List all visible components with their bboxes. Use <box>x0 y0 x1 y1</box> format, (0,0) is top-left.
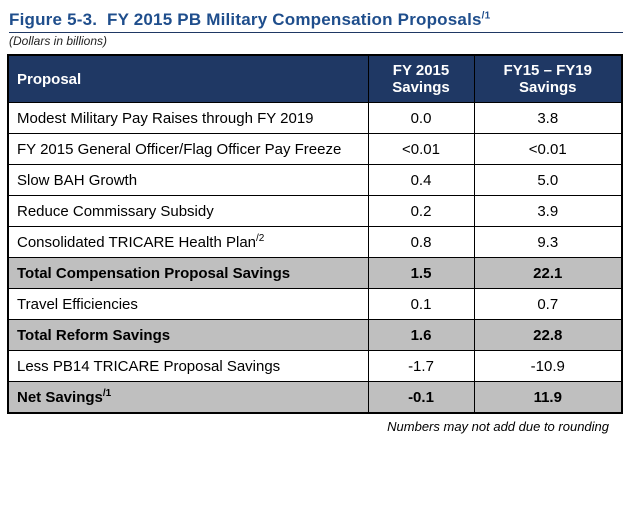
proposal-cell: Travel Efficiencies <box>7 288 369 320</box>
proposal-cell: Less PB14 TRICARE Proposal Savings <box>7 350 369 382</box>
fy15-fy19-savings-cell: 22.1 <box>473 257 623 289</box>
proposal-cell: Consolidated TRICARE Health Plan/2 <box>7 226 369 258</box>
table-row: Consolidated TRICARE Health Plan/2 0.8 9… <box>7 226 623 258</box>
fy2015-savings-cell: -1.7 <box>367 350 475 382</box>
table-header-row: Proposal FY 2015 Savings FY15 – FY19 Sav… <box>7 54 623 103</box>
fy2015-savings-cell: 0.0 <box>367 102 475 134</box>
table-row-net-savings: Net Savings/1 -0.1 11.9 <box>7 381 623 414</box>
fy15-fy19-savings-cell: 11.9 <box>473 381 623 414</box>
fy15-fy19-savings-cell: 0.7 <box>473 288 623 320</box>
proposal-cell: Net Savings/1 <box>7 381 369 414</box>
fy2015-savings-cell: <0.01 <box>367 133 475 165</box>
table-row: Reduce Commissary Subsidy 0.2 3.9 <box>7 195 623 227</box>
proposal-label: FY 2015 General Officer/Flag Officer Pay… <box>17 141 342 158</box>
fy2015-savings-cell: 0.1 <box>367 288 475 320</box>
footnote-marker: /2 <box>256 233 265 244</box>
fy15-fy19-savings-cell: 3.9 <box>473 195 623 227</box>
fy15-fy19-savings-cell: -10.9 <box>473 350 623 382</box>
fy15-fy19-savings-cell: 3.8 <box>473 102 623 134</box>
table-header: Proposal FY 2015 Savings FY15 – FY19 Sav… <box>7 54 623 103</box>
figure-page: Figure 5-3. FY 2015 PB Military Compensa… <box>7 10 623 434</box>
compensation-proposals-table: Proposal FY 2015 Savings FY15 – FY19 Sav… <box>7 54 623 414</box>
proposal-label: Reduce Commissary Subsidy <box>17 203 214 220</box>
proposal-label: Modest Military Pay Raises through FY 20… <box>17 110 314 127</box>
proposal-cell: Reduce Commissary Subsidy <box>7 195 369 227</box>
proposal-label: Consolidated TRICARE Health Plan <box>17 234 257 251</box>
fy15-fy19-savings-cell: 5.0 <box>473 164 623 196</box>
table-row-total-compensation: Total Compensation Proposal Savings 1.5 … <box>7 257 623 289</box>
proposal-label: Total Compensation Proposal Savings <box>17 265 291 282</box>
fy15-fy19-savings-cell: 22.8 <box>473 319 623 351</box>
table-row: Slow BAH Growth 0.4 5.0 <box>7 164 623 196</box>
figure-title-footnote-marker: /1 <box>481 10 491 22</box>
figure-title-text: Figure 5-3. FY 2015 PB Military Compensa… <box>9 10 482 29</box>
table-body: Modest Military Pay Raises through FY 20… <box>7 102 623 414</box>
fy15-fy19-savings-cell: <0.01 <box>473 133 623 165</box>
proposal-label: Less PB14 TRICARE Proposal Savings <box>17 358 281 375</box>
proposal-cell: FY 2015 General Officer/Flag Officer Pay… <box>7 133 369 165</box>
header-proposal: Proposal <box>7 54 369 103</box>
proposal-cell: Total Reform Savings <box>7 319 369 351</box>
proposal-label: Total Reform Savings <box>17 327 171 344</box>
rounding-footnote: Numbers may not add due to rounding <box>387 419 609 434</box>
fy2015-savings-cell: 1.6 <box>367 319 475 351</box>
proposal-label: Travel Efficiencies <box>17 296 138 313</box>
table-row: Modest Military Pay Raises through FY 20… <box>7 102 623 134</box>
fy2015-savings-cell: 1.5 <box>367 257 475 289</box>
proposal-label: Slow BAH Growth <box>17 172 138 189</box>
figure-title: Figure 5-3. FY 2015 PB Military Compensa… <box>9 10 623 33</box>
table-row: Travel Efficiencies 0.1 0.7 <box>7 288 623 320</box>
figure-subtitle: (Dollars in billions) <box>9 34 108 48</box>
table-row: Less PB14 TRICARE Proposal Savings -1.7 … <box>7 350 623 382</box>
header-fy15-fy19-savings: FY15 – FY19 Savings <box>473 54 623 103</box>
proposal-cell: Modest Military Pay Raises through FY 20… <box>7 102 369 134</box>
fy15-fy19-savings-cell: 9.3 <box>473 226 623 258</box>
table-row-total-reform: Total Reform Savings 1.6 22.8 <box>7 319 623 351</box>
fy2015-savings-cell: 0.8 <box>367 226 475 258</box>
proposal-cell: Total Compensation Proposal Savings <box>7 257 369 289</box>
header-fy2015-savings: FY 2015 Savings <box>367 54 475 103</box>
footnote-marker: /1 <box>102 388 112 399</box>
proposal-label: Net Savings <box>17 389 103 406</box>
fy2015-savings-cell: 0.2 <box>367 195 475 227</box>
fy2015-savings-cell: 0.4 <box>367 164 475 196</box>
table-row: FY 2015 General Officer/Flag Officer Pay… <box>7 133 623 165</box>
proposal-cell: Slow BAH Growth <box>7 164 369 196</box>
fy2015-savings-cell: -0.1 <box>367 381 475 414</box>
